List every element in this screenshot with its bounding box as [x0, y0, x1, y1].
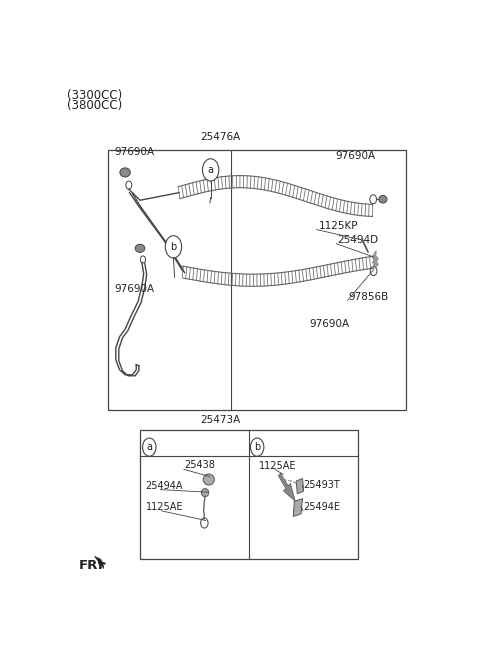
Text: FR.: FR.: [79, 559, 103, 572]
FancyArrow shape: [278, 473, 295, 501]
Ellipse shape: [135, 244, 145, 252]
Text: 25473A: 25473A: [200, 415, 240, 425]
Text: 25476A: 25476A: [200, 132, 240, 142]
Polygon shape: [293, 499, 302, 516]
Text: 97690A: 97690A: [114, 284, 154, 294]
Polygon shape: [372, 251, 378, 262]
Text: 25494D: 25494D: [337, 235, 378, 245]
Bar: [108, 150, 406, 410]
Text: 97690A: 97690A: [335, 151, 375, 161]
Bar: [140, 430, 358, 560]
Ellipse shape: [203, 474, 215, 485]
Polygon shape: [372, 261, 378, 267]
Text: 1125AE: 1125AE: [145, 503, 183, 512]
Text: b: b: [170, 242, 177, 252]
Text: 97690A: 97690A: [114, 147, 154, 157]
Text: a: a: [146, 442, 152, 452]
Text: 97856B: 97856B: [348, 292, 388, 302]
Circle shape: [143, 438, 156, 456]
Text: 25494A: 25494A: [145, 481, 183, 491]
Ellipse shape: [379, 195, 387, 203]
Text: 97690A: 97690A: [309, 319, 349, 329]
Circle shape: [165, 236, 181, 258]
Polygon shape: [95, 556, 104, 568]
Ellipse shape: [202, 489, 209, 497]
Text: a: a: [208, 165, 214, 175]
Text: b: b: [254, 442, 260, 452]
Text: (3800CC): (3800CC): [67, 99, 123, 112]
Text: 25493T: 25493T: [304, 480, 340, 489]
Polygon shape: [296, 478, 304, 493]
Text: (3300CC): (3300CC): [67, 89, 123, 102]
Text: 25438: 25438: [185, 460, 216, 470]
Ellipse shape: [120, 168, 130, 177]
Circle shape: [203, 159, 219, 181]
Text: 25494E: 25494E: [304, 503, 341, 512]
Text: 1125AE: 1125AE: [259, 461, 297, 471]
Circle shape: [251, 438, 264, 456]
Text: 1125KP: 1125KP: [319, 221, 358, 231]
